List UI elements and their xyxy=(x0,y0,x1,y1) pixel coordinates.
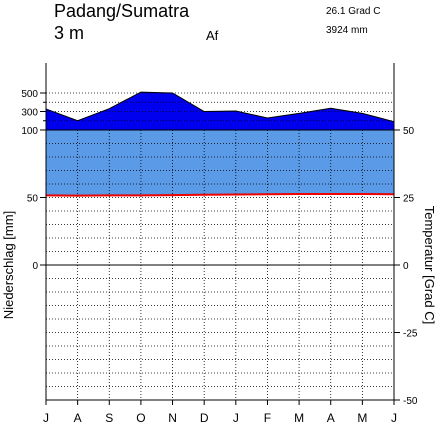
annual-precipitation: 3924 mm xyxy=(326,25,368,36)
month-label: S xyxy=(105,411,113,425)
month-label: O xyxy=(136,411,145,425)
month-label: M xyxy=(357,411,367,425)
station-name: Padang/Sumatra xyxy=(54,1,190,21)
annual-mean-temperature: 26.1 Grad C xyxy=(326,6,380,17)
month-label: J xyxy=(391,411,397,425)
left-tick-label: 50 xyxy=(27,194,39,205)
right-tick-label: 50 xyxy=(403,126,415,137)
month-label: A xyxy=(327,411,335,425)
precipitation-line xyxy=(45,91,395,123)
month-label: F xyxy=(264,411,271,425)
right-tick-label: 25 xyxy=(403,194,415,205)
grid-layer xyxy=(46,92,394,400)
left-tick-label: 0 xyxy=(32,261,38,272)
month-label: M xyxy=(294,411,304,425)
line-layer xyxy=(45,91,395,197)
month-label: A xyxy=(74,411,82,425)
temperature-line xyxy=(45,192,395,197)
left-tick-label: 300 xyxy=(21,108,38,119)
month-label: J xyxy=(43,411,49,425)
right-tick-label: -25 xyxy=(403,329,418,340)
left-tick-label: 500 xyxy=(21,89,38,100)
left-axis-title: Niederschlag [mm] xyxy=(1,211,16,319)
right-axis-title: Temperatur [Grad C] xyxy=(422,206,437,325)
right-tick-label: -50 xyxy=(403,396,418,407)
month-label: J xyxy=(233,411,239,425)
left-tick-label: 100 xyxy=(21,126,38,137)
station-elevation: 3 m xyxy=(54,23,84,43)
humid-period-area xyxy=(46,130,394,196)
climate-class: Af xyxy=(206,28,219,43)
month-label: D xyxy=(200,411,209,425)
right-tick-label: 0 xyxy=(403,261,409,272)
axes-layer xyxy=(40,63,400,405)
month-label: N xyxy=(168,411,177,425)
